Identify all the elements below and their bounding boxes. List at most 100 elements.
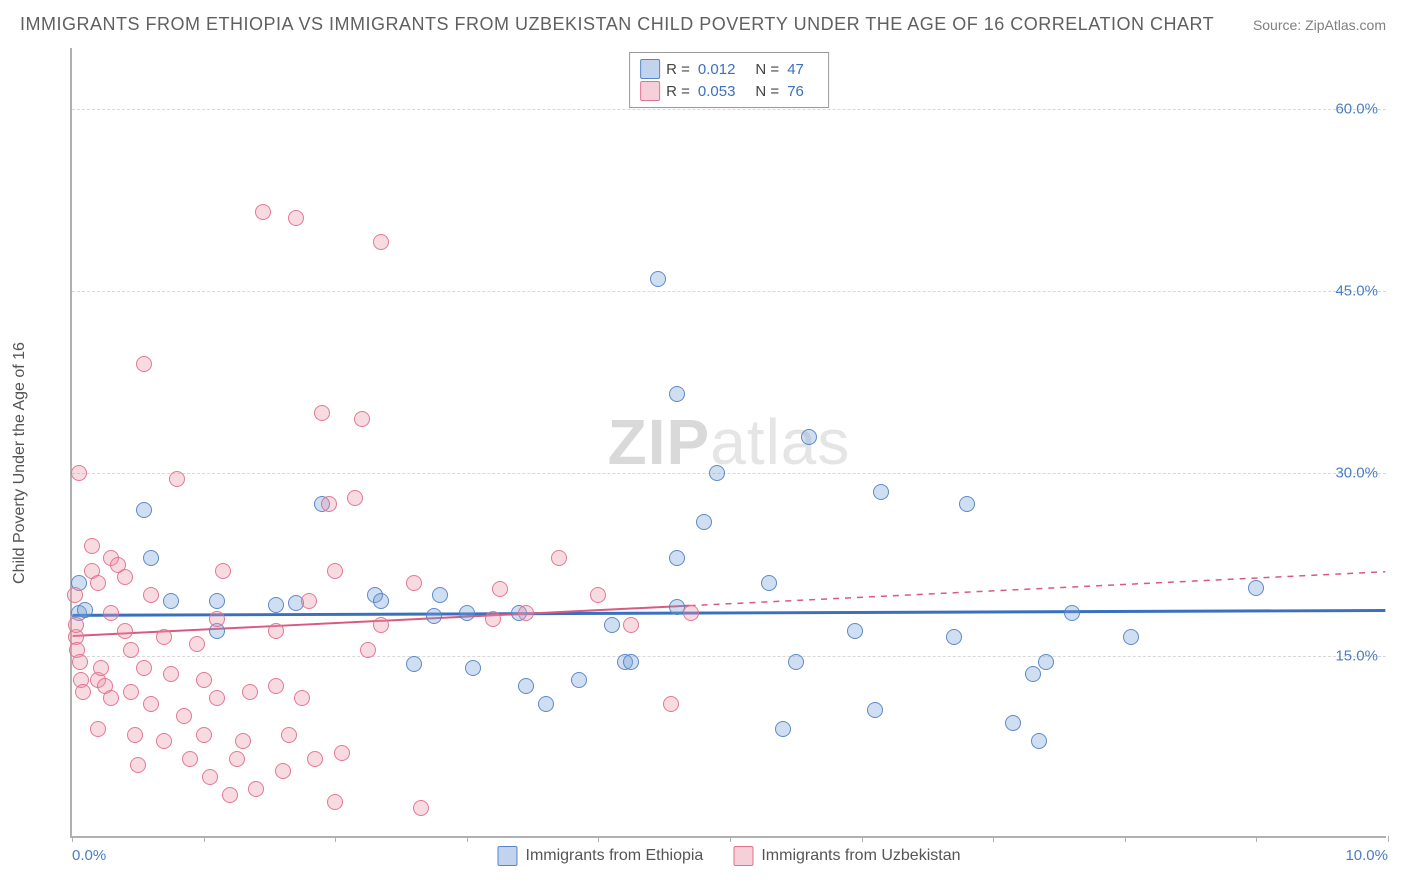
x-tick xyxy=(1125,836,1126,842)
data-point xyxy=(68,617,84,633)
x-tick-label: 0.0% xyxy=(72,847,106,864)
data-point xyxy=(847,623,863,639)
gridline-h xyxy=(72,109,1386,110)
data-point xyxy=(90,721,106,737)
chart-title: IMMIGRANTS FROM ETHIOPIA VS IMMIGRANTS F… xyxy=(20,14,1214,35)
data-point xyxy=(465,660,481,676)
data-point xyxy=(709,465,725,481)
data-point xyxy=(222,787,238,803)
data-point xyxy=(1123,629,1139,645)
data-point xyxy=(169,471,185,487)
data-point xyxy=(67,587,83,603)
data-point xyxy=(432,587,448,603)
r-label: R = xyxy=(666,61,690,78)
data-point xyxy=(873,484,889,500)
data-point xyxy=(946,629,962,645)
data-point xyxy=(1038,654,1054,670)
correlation-legend-row: R =0.053N =76 xyxy=(640,81,818,101)
data-point xyxy=(669,386,685,402)
data-point xyxy=(117,569,133,585)
data-point xyxy=(268,623,284,639)
data-point xyxy=(867,702,883,718)
data-point xyxy=(75,684,91,700)
data-point xyxy=(156,629,172,645)
data-point xyxy=(485,611,501,627)
data-point xyxy=(321,496,337,512)
legend-swatch xyxy=(733,846,753,866)
data-point xyxy=(130,757,146,773)
data-point xyxy=(143,587,159,603)
data-point xyxy=(354,411,370,427)
data-point xyxy=(696,514,712,530)
gridline-h xyxy=(72,473,1386,474)
chart-container: Child Poverty Under the Age of 16 ZIPatl… xyxy=(20,48,1386,878)
data-point xyxy=(136,660,152,676)
y-tick-label: 60.0% xyxy=(1335,100,1378,117)
data-point xyxy=(84,538,100,554)
data-point xyxy=(196,672,212,688)
data-point xyxy=(663,696,679,712)
data-point xyxy=(413,800,429,816)
data-point xyxy=(275,763,291,779)
y-tick-label: 15.0% xyxy=(1335,647,1378,664)
data-point xyxy=(209,690,225,706)
data-point xyxy=(1064,605,1080,621)
data-point xyxy=(103,605,119,621)
watermark-zip: ZIP xyxy=(608,406,711,478)
trend-lines xyxy=(72,48,1386,836)
x-tick xyxy=(1256,836,1257,842)
data-point xyxy=(176,708,192,724)
series-legend: Immigrants from Ethiopia Immigrants from … xyxy=(497,846,960,866)
data-point xyxy=(215,563,231,579)
data-point xyxy=(1005,715,1021,731)
data-point xyxy=(406,656,422,672)
data-point xyxy=(77,602,93,618)
data-point xyxy=(196,727,212,743)
x-tick-label: 10.0% xyxy=(1345,847,1388,864)
data-point xyxy=(268,678,284,694)
data-point xyxy=(373,593,389,609)
n-label: N = xyxy=(755,83,779,100)
x-tick xyxy=(72,836,73,842)
y-tick-label: 30.0% xyxy=(1335,465,1378,482)
data-point xyxy=(143,550,159,566)
data-point xyxy=(959,496,975,512)
data-point xyxy=(761,575,777,591)
data-point xyxy=(123,684,139,700)
data-point xyxy=(623,654,639,670)
x-tick xyxy=(730,836,731,842)
data-point xyxy=(235,733,251,749)
correlation-legend-row: R =0.012N =47 xyxy=(640,59,818,79)
legend-label: Immigrants from Uzbekistan xyxy=(761,847,960,865)
data-point xyxy=(327,794,343,810)
plot-area: ZIPatlas R =0.012N =47R =0.053N =76 Immi… xyxy=(70,48,1386,838)
data-point xyxy=(163,666,179,682)
data-point xyxy=(590,587,606,603)
legend-swatch xyxy=(640,81,660,101)
data-point xyxy=(492,581,508,597)
legend-swatch xyxy=(497,846,517,866)
x-tick xyxy=(467,836,468,842)
header-row: IMMIGRANTS FROM ETHIOPIA VS IMMIGRANTS F… xyxy=(20,14,1386,35)
data-point xyxy=(71,465,87,481)
x-tick xyxy=(1388,836,1389,842)
data-point xyxy=(347,490,363,506)
data-point xyxy=(307,751,323,767)
r-label: R = xyxy=(666,83,690,100)
watermark-atlas: atlas xyxy=(710,406,850,478)
data-point xyxy=(459,605,475,621)
data-point xyxy=(117,623,133,639)
data-point xyxy=(90,575,106,591)
data-point xyxy=(72,654,88,670)
data-point xyxy=(373,617,389,633)
data-point xyxy=(604,617,620,633)
data-point xyxy=(373,234,389,250)
x-tick xyxy=(993,836,994,842)
data-point xyxy=(327,563,343,579)
data-point xyxy=(1248,580,1264,596)
data-point xyxy=(294,690,310,706)
data-point xyxy=(209,611,225,627)
data-point xyxy=(538,696,554,712)
data-point xyxy=(248,781,264,797)
legend-item: Immigrants from Ethiopia xyxy=(497,846,703,866)
